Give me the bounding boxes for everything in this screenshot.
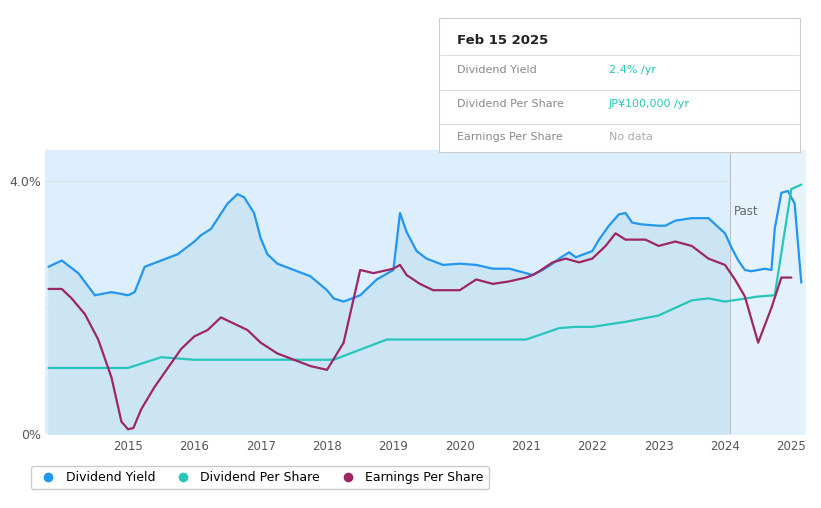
Text: Earnings Per Share: Earnings Per Share <box>457 132 563 142</box>
Text: Past: Past <box>734 205 759 218</box>
Text: 2.4% /yr: 2.4% /yr <box>609 65 656 75</box>
Legend: Dividend Yield, Dividend Per Share, Earnings Per Share: Dividend Yield, Dividend Per Share, Earn… <box>31 466 488 489</box>
Text: Dividend Yield: Dividend Yield <box>457 65 537 75</box>
Text: JP¥100,000 /yr: JP¥100,000 /yr <box>609 99 690 109</box>
Text: Dividend Per Share: Dividend Per Share <box>457 99 564 109</box>
Text: Feb 15 2025: Feb 15 2025 <box>457 34 548 47</box>
Text: No data: No data <box>609 132 653 142</box>
